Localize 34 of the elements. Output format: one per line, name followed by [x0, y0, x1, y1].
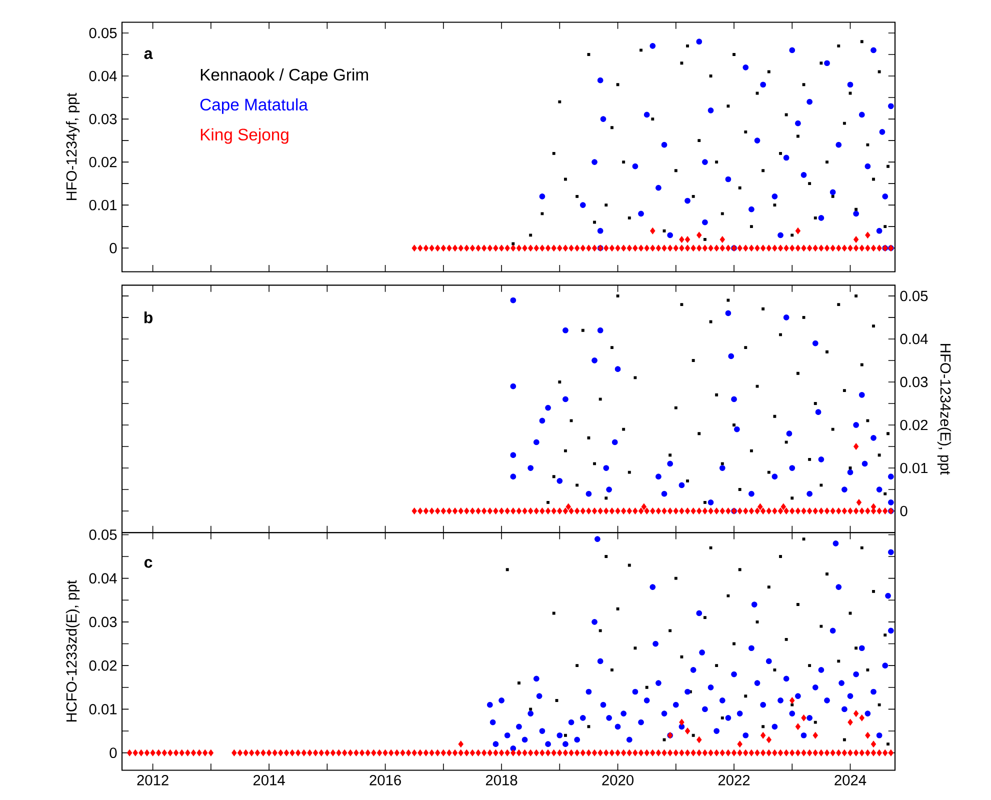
text: Kennaook / Cape Grim [200, 68, 368, 84]
y-tick-label: 0.02 [89, 156, 117, 168]
y-tick-label: 0.05 [89, 28, 117, 38]
annotation: a [144, 50, 153, 60]
y-tick-label: 0.03 [89, 616, 117, 628]
y2-tick-label: 0.04 [900, 334, 928, 344]
y2-axis-title: HFO-1234ze(E), ppt [937, 344, 952, 475]
x-tick-label: 2024 [834, 774, 866, 786]
y2-tick-label: 0 [900, 506, 908, 516]
x-tick-label: 2012 [137, 774, 168, 786]
y-tick-label: 0 [110, 748, 117, 758]
y-tick-label: 0.03 [89, 114, 117, 124]
y-tick-label: 0.05 [89, 530, 117, 540]
x-tick-label: 2014 [253, 774, 285, 786]
y-axis-title: HFO-1234yf, ppt [66, 92, 80, 200]
y-tick-label: 0.02 [89, 660, 117, 671]
y2-tick-label: 0.05 [900, 290, 928, 302]
y-tick-label: 0.01 [89, 704, 117, 714]
y2-tick-label: 0.03 [900, 376, 928, 388]
text: Cape Matatula [200, 98, 308, 114]
annotation: c [144, 559, 152, 568]
y-axis-title: HCFO-1233zd(E), ppt [66, 580, 80, 722]
y-tick-label: 0 [110, 242, 117, 254]
text: King Sejong [200, 128, 288, 144]
y-tick-label: 0.04 [89, 573, 117, 584]
y-tick-label: 0.04 [89, 70, 117, 82]
annotation: b [144, 311, 153, 324]
x-tick-label: 2022 [718, 774, 750, 786]
y2-tick-label: 0.02 [900, 420, 928, 430]
y-tick-label: 0.01 [89, 200, 117, 210]
x-tick-label: 2020 [602, 774, 634, 786]
x-tick-label: 2016 [370, 774, 401, 786]
y2-tick-label: 0.01 [900, 462, 928, 474]
x-tick-label: 2018 [486, 774, 518, 786]
